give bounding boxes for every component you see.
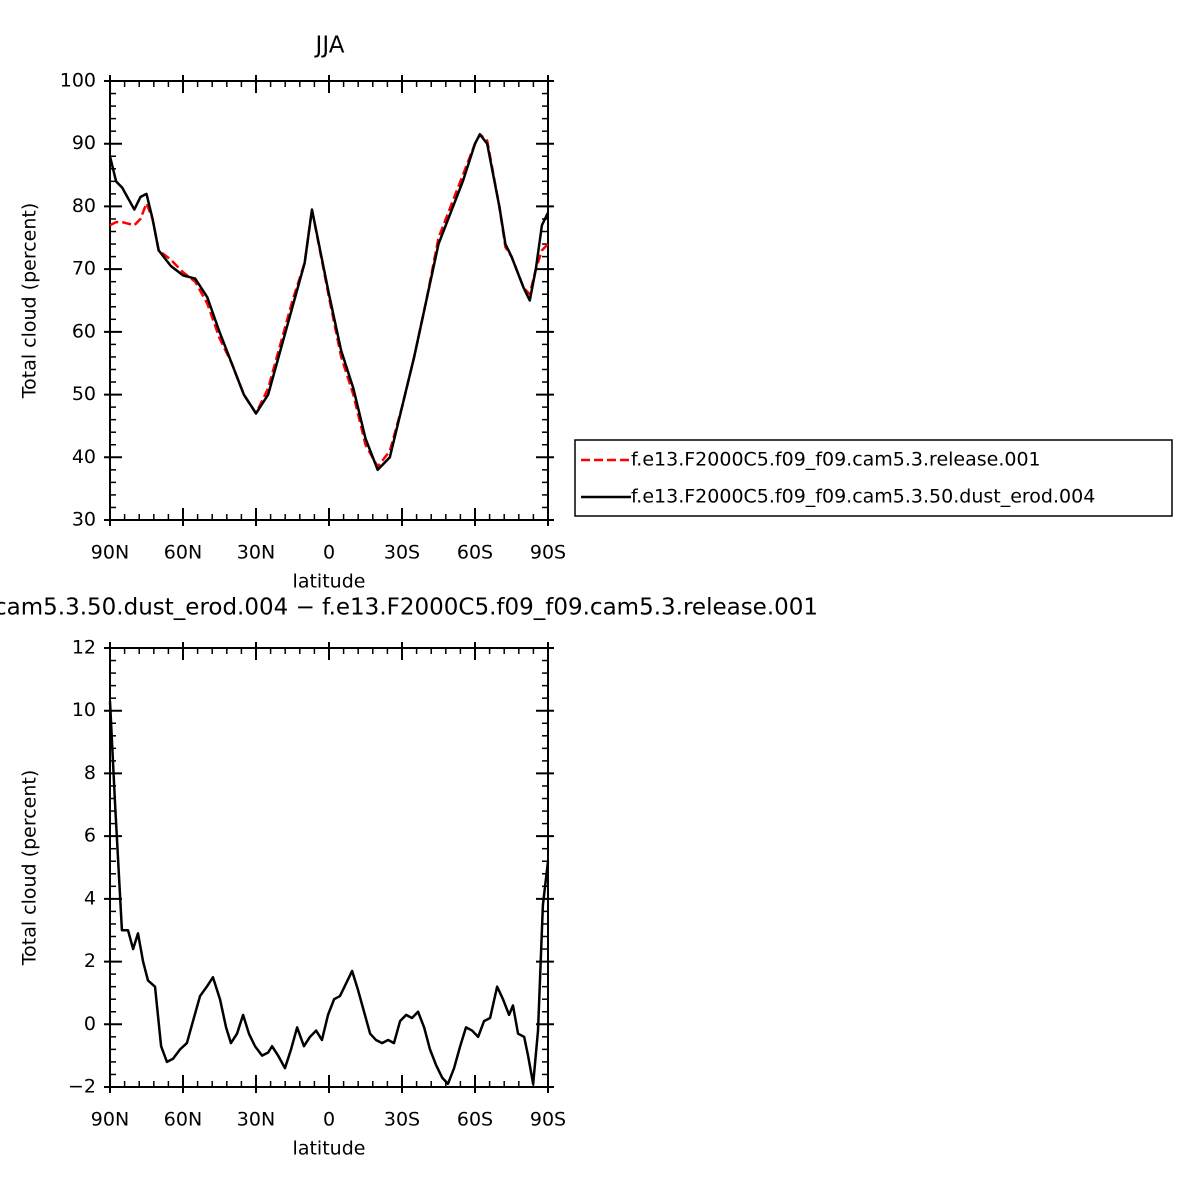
legend-label: f.e13.F2000C5.f09_f09.cam5.3.50.dust_ero…: [631, 486, 1095, 508]
chart-title: JJA: [314, 33, 345, 59]
x-tick-label: 90S: [530, 1109, 566, 1131]
y-tick-label: 2: [84, 950, 96, 972]
data-line: [109, 133, 549, 468]
y-tick-label: 10: [72, 699, 96, 721]
y-tick-label: 12: [72, 637, 96, 659]
x-tick-label: 0: [323, 542, 335, 564]
legend-box: [574, 439, 1173, 517]
x-tick-label: 30S: [384, 1109, 420, 1131]
y-tick-label: 8: [84, 762, 96, 784]
y-tick-label: 40: [72, 446, 96, 468]
x-tick-label: 30S: [384, 542, 420, 564]
chart-title: cam5.3.50.dust_erod.004 − f.e13.F2000C5.…: [0, 595, 818, 621]
x-tick-label: 60S: [457, 542, 493, 564]
data-line: [108, 133, 550, 472]
x-tick-label: 60S: [457, 1109, 493, 1131]
y-axis-label: Total cloud (percent): [19, 770, 41, 967]
x-tick-label: 90N: [91, 542, 129, 564]
x-axis-label: latitude: [293, 1138, 366, 1160]
x-tick-label: 0: [323, 1109, 335, 1131]
legend-label: f.e13.F2000C5.f09_f09.cam5.3.release.001: [631, 449, 1041, 471]
y-tick-label: 4: [84, 887, 96, 909]
x-tick-label: 60N: [164, 542, 202, 564]
y-axis-label: Total cloud (percent): [19, 203, 41, 400]
y-tick-label: 60: [72, 320, 96, 342]
plot-frame: [109, 80, 549, 521]
y-tick-label: 0: [84, 1013, 96, 1035]
plot-frame: [109, 647, 549, 1088]
x-axis-label: latitude: [293, 571, 366, 593]
y-tick-label: 100: [60, 70, 96, 92]
x-tick-label: 30N: [237, 1109, 275, 1131]
x-tick-label: 30N: [237, 542, 275, 564]
y-tick-label: 6: [84, 825, 96, 847]
y-tick-label: −2: [68, 1076, 96, 1098]
y-tick-label: 90: [72, 132, 96, 154]
y-tick-label: 80: [72, 195, 96, 217]
y-tick-label: 50: [72, 383, 96, 405]
data-line: [108, 701, 550, 1086]
y-tick-label: 70: [72, 258, 96, 280]
x-tick-label: 60N: [164, 1109, 202, 1131]
x-tick-label: 90N: [91, 1109, 129, 1131]
x-tick-label: 90S: [530, 542, 566, 564]
y-tick-label: 30: [72, 509, 96, 531]
